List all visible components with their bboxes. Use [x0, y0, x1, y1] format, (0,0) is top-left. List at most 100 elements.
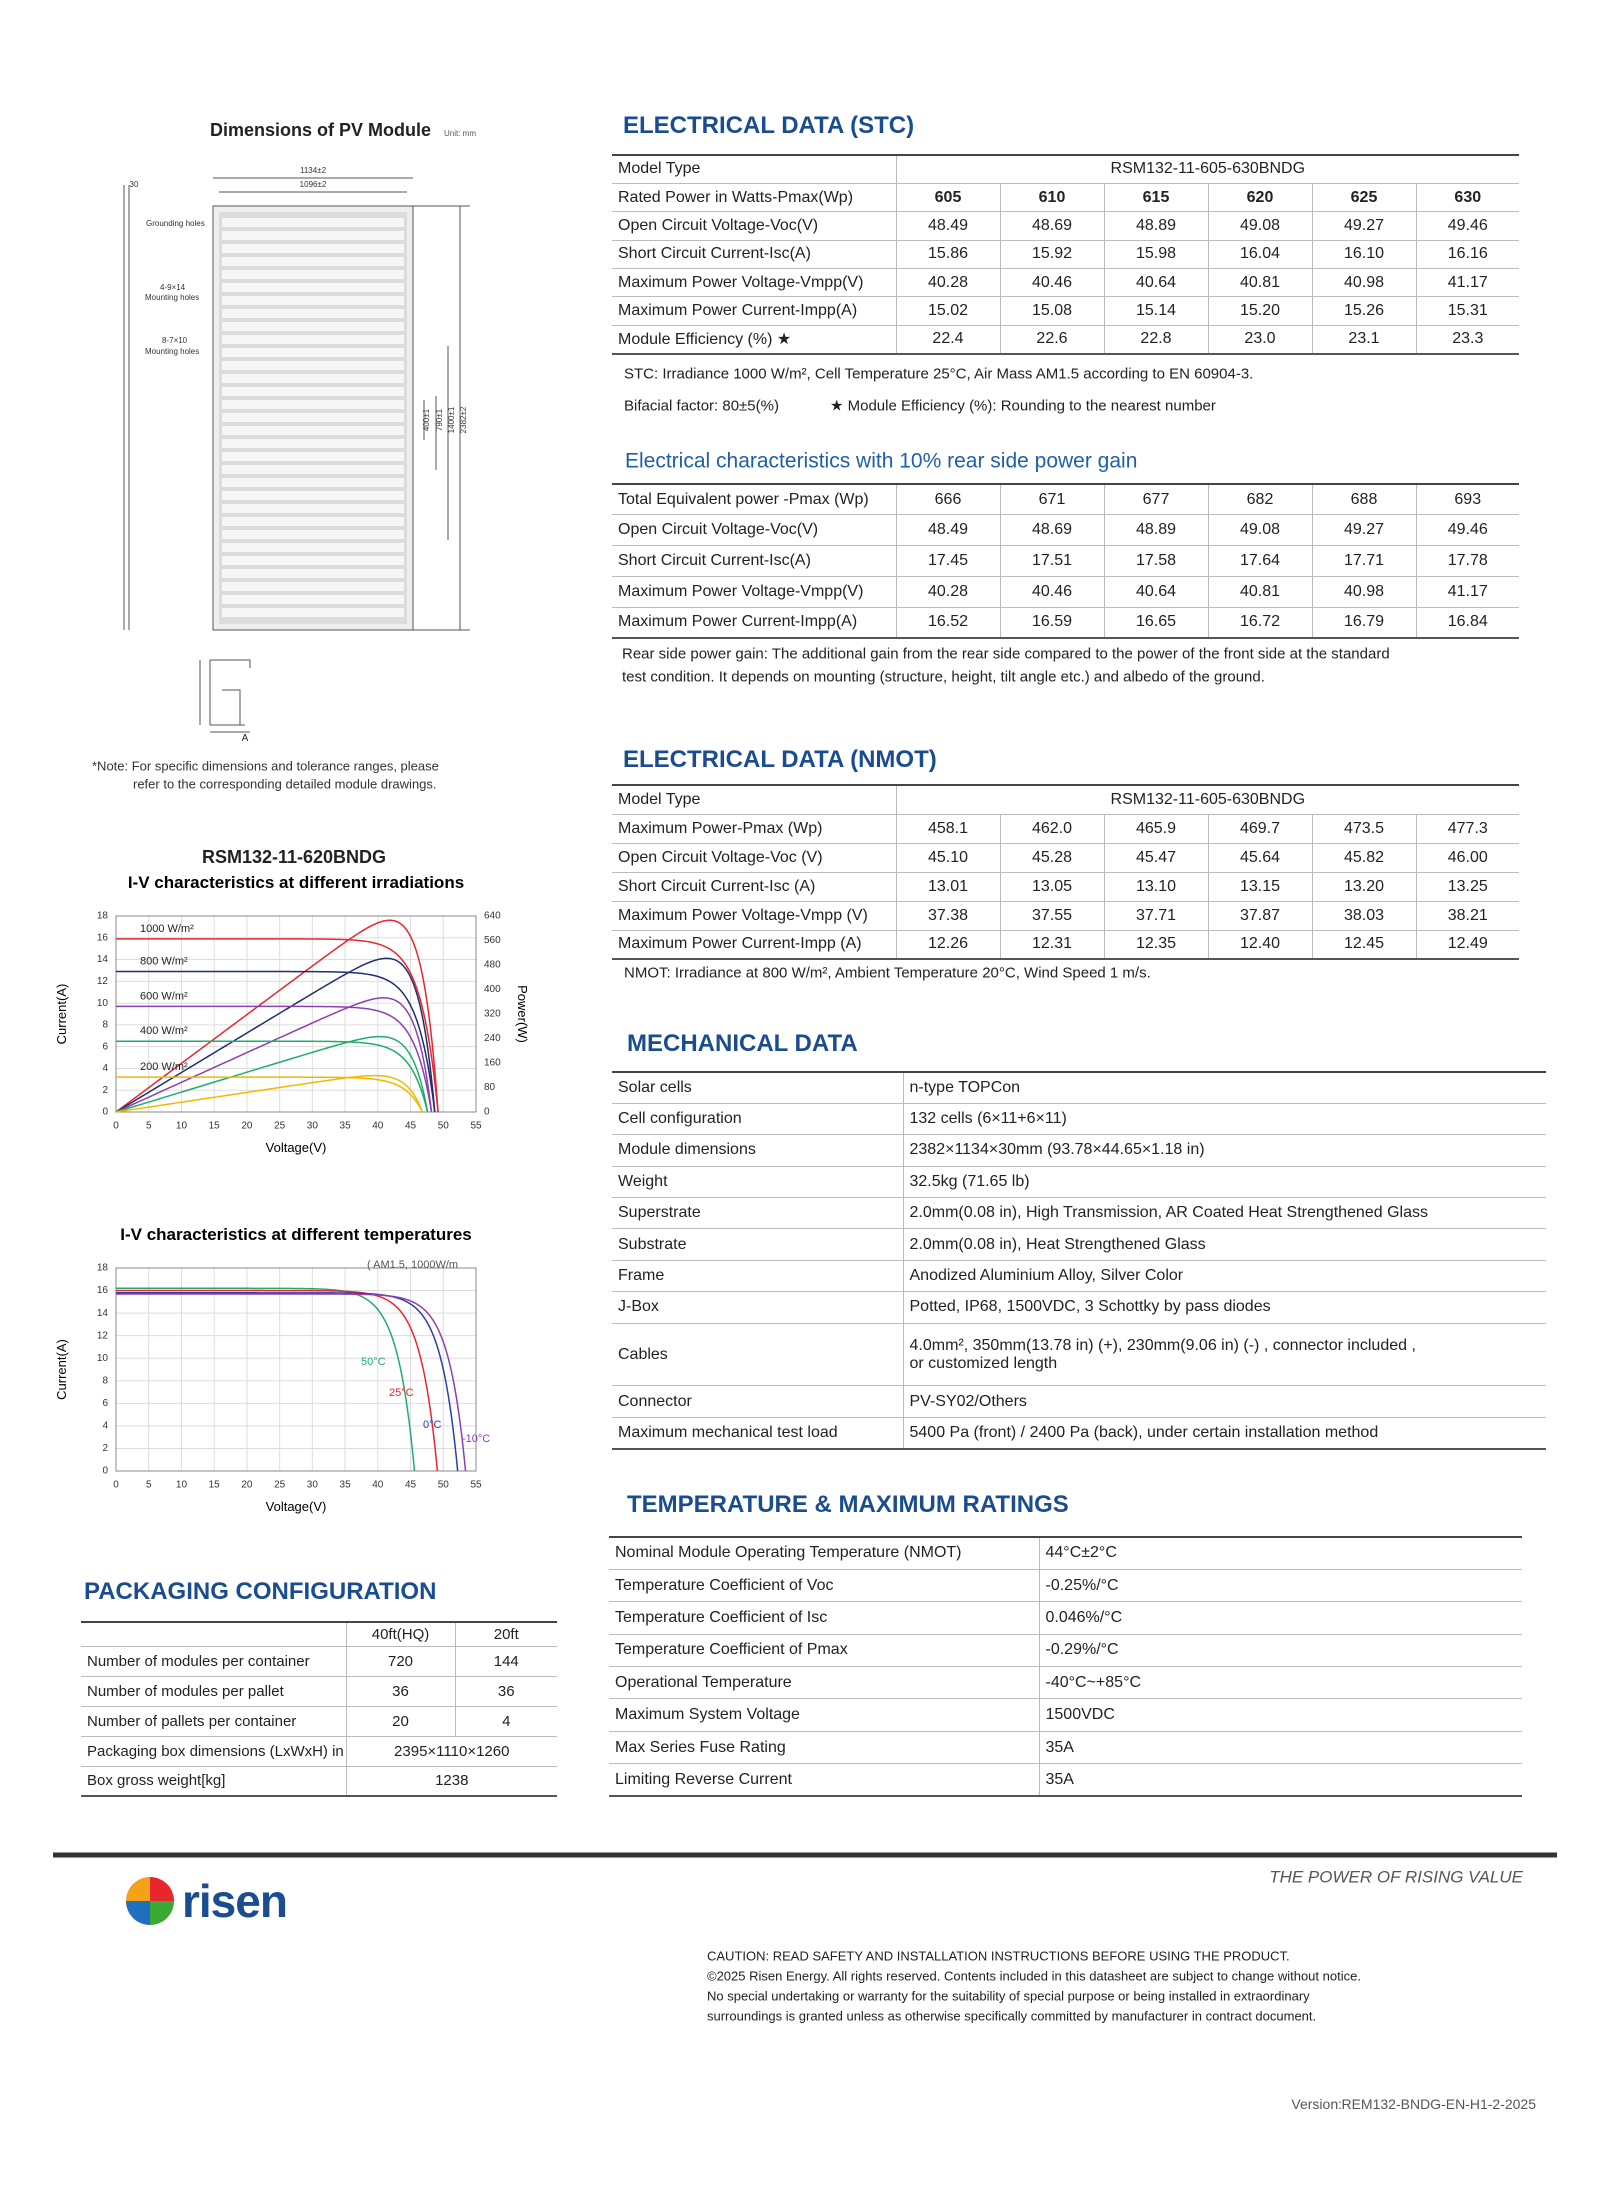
- table-cell: 23.1: [1311, 325, 1416, 355]
- y-tick-label: 14: [97, 1308, 109, 1319]
- table-cell: 48.69: [999, 514, 1104, 547]
- dimension-label: Mounting holes: [145, 347, 200, 356]
- version-code: REM132-BNDG-EN-H1-2-2025: [1341, 2096, 1536, 2112]
- table-cell: Max Series Fuse Rating: [609, 1731, 1039, 1765]
- brand-name: risen: [182, 1875, 288, 1927]
- table-row: Weight 32.5kg (71.65 lb): [612, 1166, 1546, 1199]
- section-label: A: [241, 733, 249, 744]
- x-tick-label: 50: [438, 1121, 450, 1132]
- table-cell: Maximum Power-Pmax (Wp): [612, 814, 896, 844]
- y-tick-label: 10: [97, 1353, 109, 1364]
- table-row: Maximum Power-Pmax (Wp) 458.1 462.0 465.9 46…: [612, 814, 1520, 844]
- cell-row: [222, 478, 404, 487]
- dimension-label: 8-7×10: [162, 336, 188, 345]
- dimension-label: Grounding holes: [146, 219, 205, 228]
- table-cell: 2.0mm(0.08 in), High Transmission, AR Co…: [902, 1197, 1546, 1230]
- note-text: Rear side power gain: The additional gai…: [622, 645, 1390, 663]
- x-tick-label: 30: [307, 1480, 319, 1491]
- table-cell: 16.16: [1415, 240, 1520, 270]
- axis-label: Voltage(V): [266, 1499, 327, 1514]
- table-cell: 13.10: [1103, 872, 1208, 902]
- dimension-label: 1096±2: [299, 180, 327, 189]
- x-tick-label: 55: [470, 1121, 482, 1132]
- dimension-label: 790±1: [435, 408, 444, 432]
- x-tick-label: 40: [372, 1121, 384, 1132]
- cell-row: [222, 309, 404, 318]
- y-tick-label: 8: [102, 1020, 108, 1031]
- table-cell: 4.0mm², 350mm(13.78 in) (+), 230mm(9.06 …: [902, 1323, 1546, 1387]
- x-tick-label: 50: [438, 1480, 450, 1491]
- section-subtitle: Electrical characteristics with 10% rear…: [625, 449, 1138, 473]
- version-label: Version:: [1291, 2096, 1342, 2112]
- table-cell: 5400 Pa (front) / 2400 Pa (back), under …: [902, 1417, 1546, 1450]
- cell-row: [222, 543, 404, 552]
- table-cell: 13.25: [1415, 872, 1520, 902]
- packaging-table: 40ft(HQ) 20ft Number of modules per contai…: [81, 1621, 557, 1797]
- table-row: Temperature Coefficient of Voc -0.25%/°C: [609, 1569, 1522, 1603]
- table-cell: 620: [1207, 183, 1312, 213]
- table-row: Module dimensions 2382×1134×30mm (93.78×4…: [612, 1134, 1546, 1167]
- table-cell: 12.26: [895, 930, 1000, 960]
- table-cell: Connector: [612, 1385, 903, 1418]
- table-cell: Short Circuit Current-Isc (A): [612, 872, 896, 902]
- table-cell: 462.0: [999, 814, 1104, 844]
- table-cell: 40ft(HQ): [345, 1622, 455, 1647]
- table-cell: 37.55: [999, 901, 1104, 931]
- table-cell: 22.6: [999, 325, 1104, 355]
- cell-row: [222, 439, 404, 448]
- table-row: Number of modules per container 720 144: [81, 1646, 557, 1677]
- cell-row: [222, 218, 404, 227]
- table-cell: 49.08: [1207, 514, 1312, 547]
- cell-row: [222, 582, 404, 591]
- table-cell: 13.05: [999, 872, 1104, 902]
- cell-row: [222, 257, 404, 266]
- table-cell: -40°C~+85°C: [1038, 1666, 1522, 1700]
- plot-frame: [115, 1267, 477, 1472]
- table-row: Short Circuit Current-Isc(A) 15.86 15.92 15…: [612, 240, 1520, 270]
- y-tick-label: 6: [102, 1398, 108, 1409]
- table-cell: 477.3: [1415, 814, 1520, 844]
- x-tick-label: 45: [405, 1480, 417, 1491]
- table-cell: RSM132-11-605-630BNDG: [895, 785, 1520, 815]
- iv-curve: [116, 1005, 433, 1113]
- table-row: Superstrate 2.0mm(0.08 in), High Transmis…: [612, 1197, 1546, 1230]
- table-cell: 45.28: [999, 843, 1104, 873]
- pv-curve: [115, 997, 433, 1113]
- table-cell: 22.4: [895, 325, 1000, 355]
- y-tick-label: 2: [102, 1443, 108, 1454]
- table-cell: 17.58: [1103, 545, 1208, 577]
- cell-row: [222, 400, 404, 409]
- axis-label: Current(A): [54, 984, 69, 1045]
- x-tick-label: 5: [146, 1121, 152, 1132]
- iv-curve: [116, 938, 439, 1113]
- cell-row: [222, 452, 404, 461]
- cell-line: or customized length: [909, 1354, 1058, 1372]
- table-cell: 36: [454, 1676, 557, 1707]
- table-cell: Maximum Power Voltage-Vmpp(V): [612, 576, 896, 608]
- table-row: Number of modules per pallet 36 36: [81, 1676, 557, 1707]
- y2-tick-label: 560: [484, 935, 501, 946]
- table-cell: 32.5kg (71.65 lb): [902, 1166, 1546, 1199]
- table-cell: 44°C±2°C: [1038, 1537, 1522, 1570]
- x-tick-label: 55: [470, 1480, 482, 1491]
- table-cell: 17.78: [1415, 545, 1519, 577]
- note-text: test condition. It depends on mounting (…: [622, 668, 1265, 686]
- x-tick-label: 35: [340, 1121, 352, 1132]
- table-cell: 37.71: [1103, 901, 1208, 931]
- table-cell: -0.29%/°C: [1038, 1634, 1522, 1668]
- stc-table: Model Type RSM132-11-605-630BNDG Rated Pow…: [612, 154, 1520, 355]
- note-text: STC: Irradiance 1000 W/m², Cell Temperat…: [624, 365, 1254, 383]
- dimension-label: 1400±1: [447, 406, 456, 434]
- iv-curve: [116, 1040, 429, 1113]
- table-row: Open Circuit Voltage-Voc(V) 48.49 48.69 48.…: [612, 514, 1519, 547]
- table-cell: Open Circuit Voltage-Voc(V): [612, 514, 896, 547]
- table-cell: Maximum Power Voltage-Vmpp (V): [612, 901, 896, 931]
- table-cell: 2382×1134×30mm (93.78×44.65×1.18 in): [902, 1134, 1546, 1167]
- table-cell: 36: [345, 1676, 455, 1707]
- table-cell: 23.3: [1415, 325, 1520, 355]
- table-cell: 144: [454, 1646, 557, 1677]
- table-row: Maximum Power Current-Impp(A) 16.52 16.59 1…: [612, 607, 1519, 639]
- table-cell: 688: [1311, 484, 1416, 516]
- table-cell: Limiting Reverse Current: [609, 1763, 1039, 1797]
